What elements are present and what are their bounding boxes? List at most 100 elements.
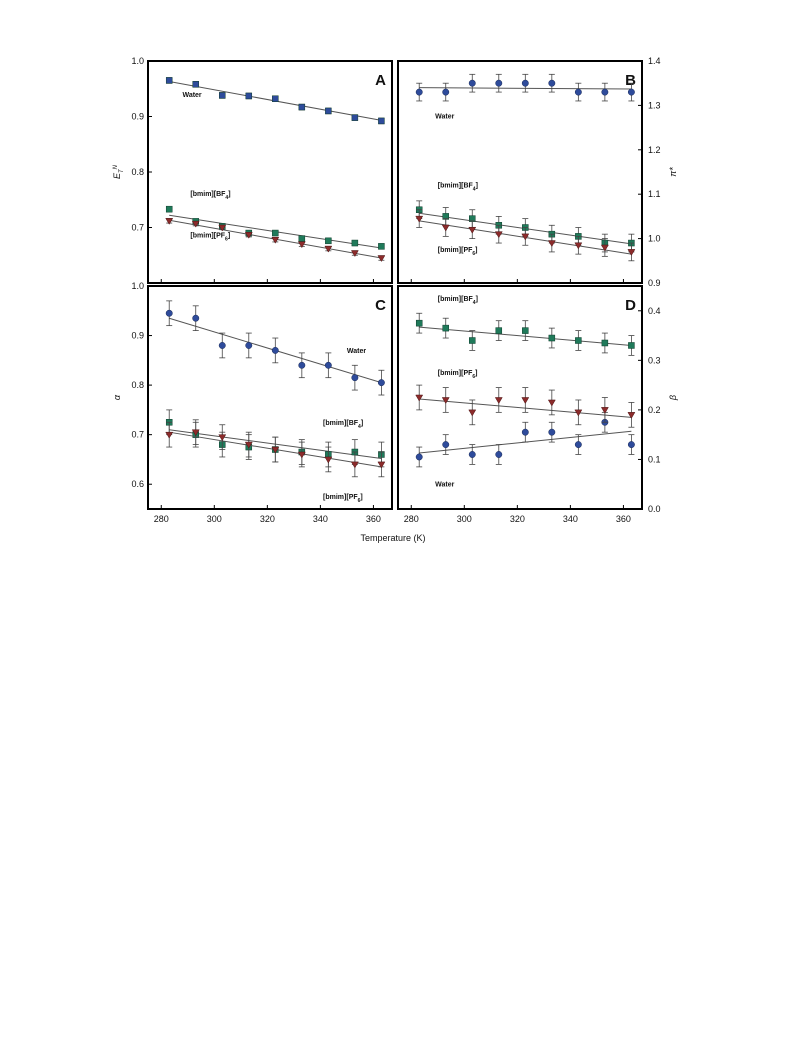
data-point (245, 92, 253, 100)
panel-letter: C (375, 297, 386, 314)
x-tick-label: 300 (207, 514, 222, 524)
x-axis-title: Temperature (K) (360, 533, 425, 543)
data-point (495, 451, 503, 458)
data-point (244, 231, 253, 239)
data-point (165, 77, 173, 84)
data-point (600, 407, 609, 414)
series-label: Water (435, 114, 454, 121)
y-axis-title: β (668, 395, 678, 401)
y-tick-label: 0.1 (648, 454, 661, 464)
data-point (245, 342, 253, 349)
y-tick-label: 0.4 (648, 306, 661, 316)
y-tick-label: 1.0 (131, 56, 144, 66)
data-point (441, 397, 450, 404)
series-bmim-pf6 (415, 209, 636, 262)
y-tick-label: 0.9 (648, 278, 661, 288)
data-point (627, 88, 635, 96)
data-point (600, 244, 609, 252)
data-point (469, 337, 476, 344)
y-tick-label: 0.3 (648, 355, 661, 365)
panel-letter: D (625, 297, 636, 314)
data-point (191, 220, 200, 228)
data-point (495, 327, 503, 334)
series-bmim-pf6 (165, 419, 386, 478)
data-point (548, 334, 556, 342)
x-tick-label: 360 (616, 514, 631, 524)
y-tick-label: 0.2 (648, 405, 661, 415)
panel-frame (147, 285, 393, 510)
series-label: [bmim][PF6] (438, 370, 478, 380)
data-point (350, 461, 359, 469)
data-point (298, 361, 306, 369)
data-point (521, 79, 529, 87)
data-point (377, 379, 385, 387)
y-tick-label: 1.1 (648, 189, 661, 199)
series-label: [bmim][BF4] (190, 191, 230, 201)
series-label: [bmim][PF6] (190, 232, 230, 242)
series-water (165, 300, 385, 396)
data-point (271, 346, 279, 354)
data-point (165, 431, 174, 439)
data-point (495, 79, 503, 87)
data-point (351, 374, 359, 382)
data-point (351, 239, 359, 247)
data-point (468, 79, 476, 87)
data-point (468, 226, 477, 234)
series-water (415, 411, 635, 468)
x-tick-label: 300 (457, 514, 472, 524)
data-point (548, 79, 556, 87)
y-tick-label: 0.7 (131, 430, 144, 440)
data-point (218, 224, 227, 232)
data-point (324, 245, 333, 253)
data-point (298, 103, 306, 111)
data-point (415, 394, 424, 402)
data-point (218, 342, 226, 349)
data-point (442, 324, 449, 332)
data-point (415, 88, 423, 96)
data-point (574, 88, 582, 96)
y-axis-title: ETN (112, 164, 125, 179)
data-point (522, 327, 529, 334)
data-point (574, 409, 583, 417)
data-point (415, 453, 423, 461)
data-point (298, 235, 306, 242)
data-point (191, 429, 200, 437)
data-point (521, 397, 530, 404)
series-water (165, 77, 385, 125)
data-point (548, 428, 556, 436)
data-point (192, 81, 199, 88)
data-point (378, 243, 385, 250)
data-point (350, 250, 359, 258)
data-point (325, 237, 332, 245)
data-point (272, 95, 279, 102)
data-point (377, 255, 386, 263)
y-axis-title: π* (668, 167, 678, 177)
series-label: [bmim][PF6] (323, 494, 363, 504)
y-tick-label: 0.9 (131, 112, 144, 122)
panel-d: D 0.0 0.1 0.2 0.3 0.4 280 300 320 340 360 β [bmim][B… (397, 285, 678, 524)
data-point (442, 441, 450, 449)
panel-b: B 0.9 1.0 1.1 1.2 1.3 1.4 π* Water [bmim][BF4] [bm… (397, 56, 678, 288)
y-tick-label: 1.4 (648, 56, 661, 66)
x-tick-label: 280 (154, 514, 169, 524)
data-point (415, 215, 424, 223)
data-point (601, 88, 609, 96)
series-label: Water (435, 482, 454, 489)
series-label: [bmim][PF6] (438, 247, 478, 257)
series-label: [bmim][BF4] (438, 296, 478, 306)
y-tick-label: 1.2 (648, 145, 661, 155)
data-point (574, 441, 582, 449)
data-point (628, 342, 635, 349)
data-point (521, 428, 529, 436)
panel-letter: B (625, 72, 636, 89)
data-point (627, 249, 636, 256)
series-label: Water (347, 348, 366, 355)
x-tick-label: 360 (366, 514, 381, 524)
y-tick-label: 1.0 (648, 234, 661, 244)
data-point (575, 337, 582, 344)
data-point (297, 451, 306, 459)
data-point (297, 241, 306, 249)
data-point (271, 446, 280, 454)
data-point (165, 309, 173, 317)
